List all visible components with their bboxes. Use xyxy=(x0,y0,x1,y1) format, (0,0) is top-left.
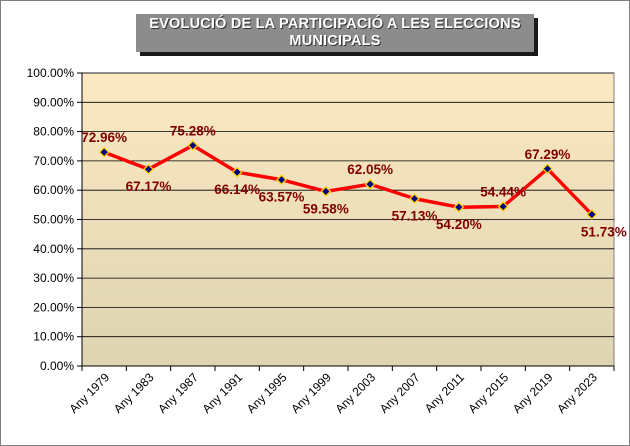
x-tick-label: Any 1983 xyxy=(111,370,157,416)
y-tick-label: 60.00% xyxy=(33,183,74,197)
y-tick-label: 30.00% xyxy=(33,271,74,285)
chart-title-box: EVOLUCIÓ DE LA PARTICIPACIÓ A LES ELECCI… xyxy=(136,14,534,52)
y-tick-label: 0.00% xyxy=(40,359,74,373)
data-labels: 72.96% 67.17% 75.28% 66.14%63.57%59.58% 62.0… xyxy=(81,123,626,239)
data-label: 54.44% xyxy=(480,184,526,199)
data-point-marker xyxy=(231,166,243,178)
x-tick-label: Any 2003 xyxy=(333,370,379,416)
y-tick-label: 100.00% xyxy=(27,66,75,80)
data-point-marker xyxy=(364,178,376,190)
x-tick-label: Any 1995 xyxy=(244,370,290,416)
x-tick-label: Any 1999 xyxy=(288,370,334,416)
series-layer xyxy=(98,140,598,220)
chart-title: EVOLUCIÓ DE LA PARTICIPACIÓ A LES ELECCI… xyxy=(149,16,521,49)
data-label: 62.05% xyxy=(347,162,393,177)
data-point-marker xyxy=(542,163,553,175)
data-point-marker xyxy=(187,140,199,151)
data-point-marker xyxy=(320,186,332,197)
data-label: 63.57% xyxy=(259,190,305,205)
x-tick-label: Any 2019 xyxy=(510,370,556,416)
data-point-marker xyxy=(453,201,465,213)
data-point-marker xyxy=(143,163,154,175)
y-tick-label: 50.00% xyxy=(33,213,74,227)
y-tick-label: 70.00% xyxy=(33,154,74,168)
y-tick-label: 80.00% xyxy=(33,125,74,139)
y-tick-label: 90.00% xyxy=(33,95,74,109)
data-label: 57.13% xyxy=(392,209,438,224)
data-label: 72.96% xyxy=(81,130,127,145)
data-point-marker xyxy=(497,201,509,212)
x-tick-label: Any 2015 xyxy=(466,370,512,416)
data-point-marker xyxy=(276,174,287,186)
data-label: 66.14% xyxy=(214,182,260,197)
data-label: 67.17% xyxy=(126,179,172,194)
y-tick-label: 20.00% xyxy=(33,300,74,314)
gridlines xyxy=(82,72,614,338)
data-label: 75.28% xyxy=(170,123,216,138)
series-line xyxy=(103,143,594,216)
data-point-marker xyxy=(409,193,420,205)
data-label: 51.73% xyxy=(581,224,627,239)
data-point-marker xyxy=(586,209,598,220)
data-point-marker xyxy=(98,146,110,158)
x-tick-label: Any 1979 xyxy=(67,370,113,416)
x-tick-label: Any 2023 xyxy=(554,370,600,416)
x-tick-label: Any 2011 xyxy=(422,370,467,415)
data-label: 54.20% xyxy=(436,217,482,232)
data-label: 59.58% xyxy=(303,201,349,216)
y-tick-label: 10.00% xyxy=(33,330,74,344)
x-tick-label: Any 1991 xyxy=(200,370,246,416)
y-tick-label: 40.00% xyxy=(33,242,74,256)
data-label: 67.29% xyxy=(525,147,571,162)
x-tick-label: Any 2007 xyxy=(377,370,423,416)
x-tick-label: Any 1987 xyxy=(155,370,201,416)
